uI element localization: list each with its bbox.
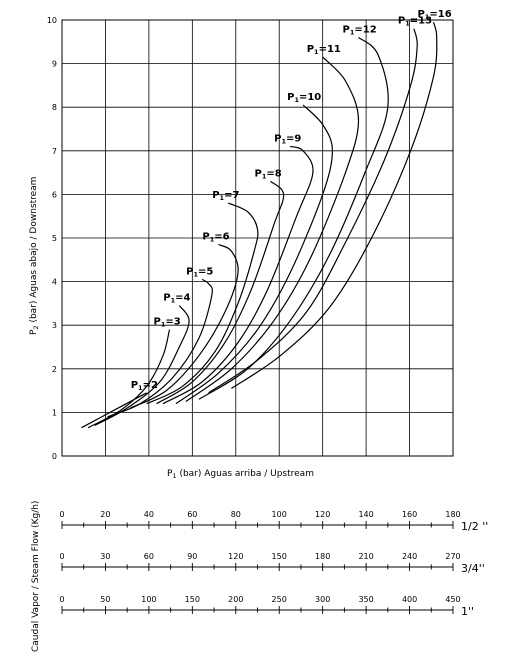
flow-tick-label: 120 — [228, 552, 243, 561]
curve-label-p1-2: P1=2 — [131, 380, 158, 392]
flow-tick-label: 180 — [315, 552, 330, 561]
curve-p1-5 — [107, 278, 213, 418]
flow-tick-label: 150 — [272, 552, 287, 561]
y-tick-label: 1 — [52, 408, 57, 417]
curve-label-p1-11: P1=11 — [307, 44, 341, 56]
flow-tick-label: 80 — [231, 510, 241, 519]
y-tick-label: 3 — [52, 321, 57, 330]
y-tick-label: 2 — [52, 365, 57, 374]
y-tick-label: 9 — [52, 60, 57, 69]
flow-axis-title: Caudal Vapor / Steam Flow (Kg/h) — [31, 501, 41, 652]
curve-p1-10 — [175, 104, 334, 405]
flow-tick-label: 240 — [402, 552, 417, 561]
curve-label-p1-12: P1=12 — [343, 24, 377, 36]
flow-tick-label: 210 — [358, 552, 373, 561]
curve-label-p1-9: P1=9 — [274, 133, 301, 145]
y-tick-label: 4 — [52, 278, 57, 287]
pipe-size-label: 1'' — [461, 605, 474, 618]
flow-tick-label: 20 — [100, 510, 110, 519]
flow-tick-label: 90 — [187, 552, 197, 561]
flow-tick-label: 100 — [272, 510, 287, 519]
flow-tick-label: 0 — [59, 552, 64, 561]
flow-tick-label: 270 — [445, 552, 460, 561]
curve-label-p1-3: P1=3 — [154, 317, 181, 329]
y-axis-title: P2 (bar) Aguas abajo / Downstream — [29, 177, 40, 335]
x-axis-title: P1 (bar) Aguas arriba / Upstream — [167, 469, 314, 480]
y-tick-label: 8 — [52, 103, 57, 112]
curve-labels: P1=2 P1=3 P1=4 P1=5 P1=6 P1=7 P1=8 P1=9 P1=10 P1=… — [131, 9, 452, 392]
flow-tick-label: 250 — [272, 595, 287, 604]
flow-tick-label: 400 — [402, 595, 417, 604]
curve-p1-11 — [185, 56, 360, 402]
pressure-curves — [81, 22, 438, 429]
flow-tick-label: 300 — [315, 595, 330, 604]
flow-tick-label: 450 — [445, 595, 460, 604]
flow-tick-label: 150 — [185, 595, 200, 604]
curve-p1-13 — [208, 28, 418, 394]
curve-p1-16 — [231, 22, 438, 389]
flow-tick-label: 60 — [187, 510, 197, 519]
y-tick-label: 0 — [52, 452, 57, 461]
pipe-size-label: 1/2 '' — [461, 520, 488, 533]
flow-tick-label: 350 — [358, 595, 373, 604]
curve-label-p1-4: P1=4 — [163, 293, 190, 305]
flow-tick-label: 180 — [445, 510, 460, 519]
curve-p1-4 — [94, 305, 190, 427]
curve-p1-9 — [162, 145, 314, 405]
pipe-size-label: 3/4'' — [461, 562, 485, 575]
curve-p1-8 — [156, 180, 285, 405]
curve-label-p1-10: P1=10 — [287, 92, 321, 104]
flow-tick-label: 0 — [59, 595, 64, 604]
flow-tick-label: 100 — [141, 595, 156, 604]
curve-p1-7 — [146, 202, 259, 405]
curve-p1-2 — [81, 392, 147, 429]
y-tick-label: 10 — [47, 16, 57, 25]
flow-tick-label: 60 — [144, 552, 154, 561]
flow-tick-label: 40 — [144, 510, 154, 519]
curve-p1-6 — [130, 243, 239, 409]
curve-label-p1-6: P1=6 — [202, 232, 229, 244]
y-tick-label: 5 — [52, 234, 57, 243]
curve-p1-3 — [87, 329, 171, 429]
curve-label-p1-8: P1=8 — [255, 168, 282, 180]
curve-label-p1-13: P1=13 — [398, 16, 432, 28]
flow-tick-label: 0 — [59, 510, 64, 519]
flow-tick-label: 50 — [100, 595, 110, 604]
y-tick-label: 7 — [52, 147, 57, 156]
flow-tick-label: 140 — [358, 510, 373, 519]
curve-label-p1-7: P1=7 — [212, 190, 239, 202]
y-tick-labels: 0 1 2 3 4 5 6 7 8 9 10 — [47, 16, 57, 461]
flow-tick-label: 200 — [228, 595, 243, 604]
y-tick-label: 6 — [52, 190, 57, 199]
curve-label-p1-5: P1=5 — [186, 266, 213, 278]
flow-tick-label: 160 — [402, 510, 417, 519]
flow-tick-label: 30 — [100, 552, 110, 561]
curve-label-p1-16: P1=16 — [418, 9, 452, 21]
flow-tick-label: 120 — [315, 510, 330, 519]
